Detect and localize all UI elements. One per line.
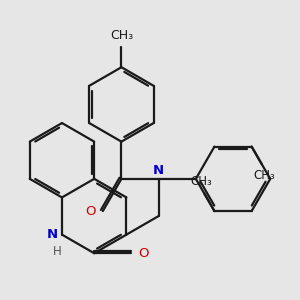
Text: N: N <box>153 164 164 177</box>
Text: N: N <box>46 228 58 241</box>
Text: CH₃: CH₃ <box>110 29 133 42</box>
Text: H: H <box>53 245 62 258</box>
Text: CH₃: CH₃ <box>190 176 212 188</box>
Text: O: O <box>85 205 96 218</box>
Text: CH₃: CH₃ <box>254 169 275 182</box>
Text: O: O <box>138 247 148 260</box>
